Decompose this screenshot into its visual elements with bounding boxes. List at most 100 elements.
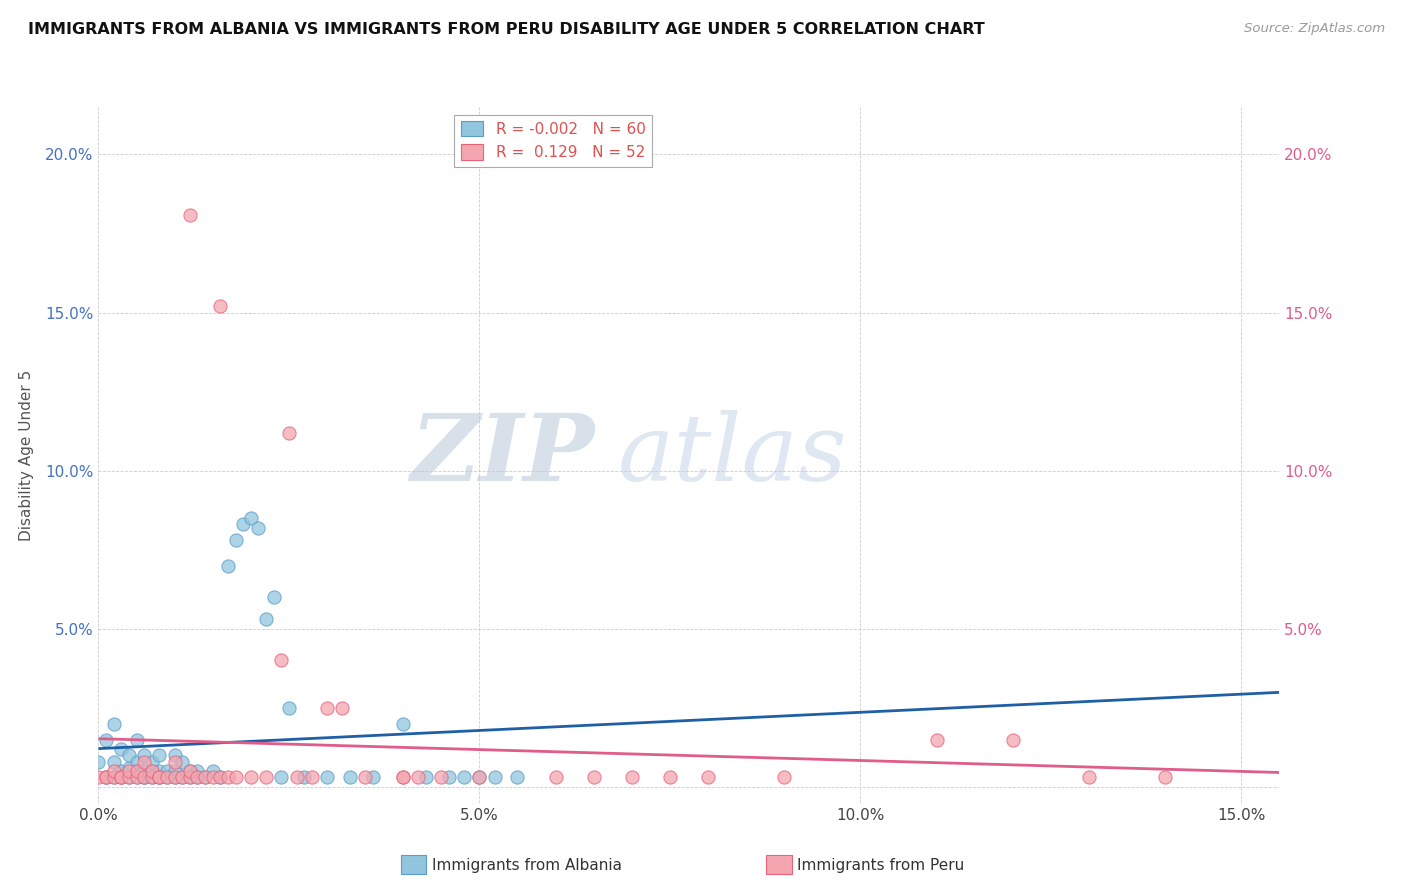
Point [544, 771, 567, 785]
Point [239, 511, 262, 525]
Point [141, 764, 163, 779]
Point [658, 771, 681, 785]
Point [292, 771, 315, 785]
Point [134, 771, 156, 785]
Text: Immigrants from Albania: Immigrants from Albania [432, 858, 621, 872]
Point [163, 764, 186, 779]
Point [179, 764, 201, 779]
Point [354, 771, 377, 785]
Point [94, 771, 117, 785]
Point [186, 771, 208, 785]
Point [148, 771, 170, 785]
Point [437, 771, 460, 785]
Point [94, 732, 117, 747]
Point [209, 771, 232, 785]
Point [118, 761, 141, 775]
Point [316, 701, 339, 715]
Point [270, 771, 292, 785]
Point [134, 748, 156, 763]
Point [110, 764, 132, 779]
Point [254, 612, 277, 626]
Point [156, 771, 179, 785]
Point [1154, 771, 1177, 785]
Point [172, 771, 194, 785]
Point [148, 771, 170, 785]
Point [1001, 732, 1024, 747]
Point [110, 771, 132, 785]
Point [270, 653, 292, 667]
Point [134, 771, 156, 785]
Point [925, 732, 948, 747]
Point [125, 771, 148, 785]
Point [392, 771, 415, 785]
Point [134, 764, 156, 779]
Text: Source: ZipAtlas.com: Source: ZipAtlas.com [1244, 22, 1385, 36]
Point [277, 701, 299, 715]
Point [163, 755, 186, 769]
Point [118, 748, 141, 763]
Point [125, 764, 148, 779]
Point [179, 771, 201, 785]
Point [163, 748, 186, 763]
Point [209, 299, 232, 313]
Point [141, 771, 163, 785]
Point [87, 771, 110, 785]
Point [392, 716, 415, 731]
Point [179, 771, 201, 785]
Point [134, 755, 156, 769]
Point [209, 771, 232, 785]
Point [125, 771, 148, 785]
Point [468, 771, 491, 785]
Point [582, 771, 605, 785]
Point [194, 771, 217, 785]
Point [773, 771, 796, 785]
Point [156, 771, 179, 785]
Point [103, 764, 125, 779]
Point [148, 771, 170, 785]
Text: Immigrants from Peru: Immigrants from Peru [797, 858, 965, 872]
Point [110, 771, 132, 785]
Point [339, 771, 361, 785]
Point [408, 771, 430, 785]
Point [361, 771, 384, 785]
Point [118, 771, 141, 785]
Point [186, 771, 208, 785]
Point [316, 771, 339, 785]
Point [148, 748, 170, 763]
Point [172, 755, 194, 769]
Point [285, 771, 308, 785]
Point [134, 771, 156, 785]
Point [263, 591, 285, 605]
Point [1078, 771, 1101, 785]
Point [179, 208, 201, 222]
Point [225, 533, 247, 548]
Point [217, 771, 239, 785]
Point [697, 771, 720, 785]
Point [239, 771, 262, 785]
Point [179, 764, 201, 779]
Point [453, 771, 475, 785]
Point [225, 771, 247, 785]
Point [247, 521, 270, 535]
Point [163, 771, 186, 785]
Point [103, 771, 125, 785]
Point [201, 764, 224, 779]
Point [118, 771, 141, 785]
Point [94, 771, 117, 785]
Point [103, 755, 125, 769]
Point [415, 771, 437, 785]
Point [620, 771, 643, 785]
Point [141, 764, 163, 779]
Legend: R = -0.002   N = 60, R =  0.129   N = 52: R = -0.002 N = 60, R = 0.129 N = 52 [454, 115, 652, 167]
Text: IMMIGRANTS FROM ALBANIA VS IMMIGRANTS FROM PERU DISABILITY AGE UNDER 5 CORRELATI: IMMIGRANTS FROM ALBANIA VS IMMIGRANTS FR… [28, 22, 984, 37]
Point [277, 425, 299, 440]
Point [125, 732, 148, 747]
Point [103, 771, 125, 785]
Point [254, 771, 277, 785]
Y-axis label: Disability Age Under 5: Disability Age Under 5 [20, 369, 34, 541]
Point [217, 558, 239, 573]
Text: ZIP: ZIP [411, 410, 595, 500]
Point [87, 755, 110, 769]
Point [430, 771, 453, 785]
Point [110, 771, 132, 785]
